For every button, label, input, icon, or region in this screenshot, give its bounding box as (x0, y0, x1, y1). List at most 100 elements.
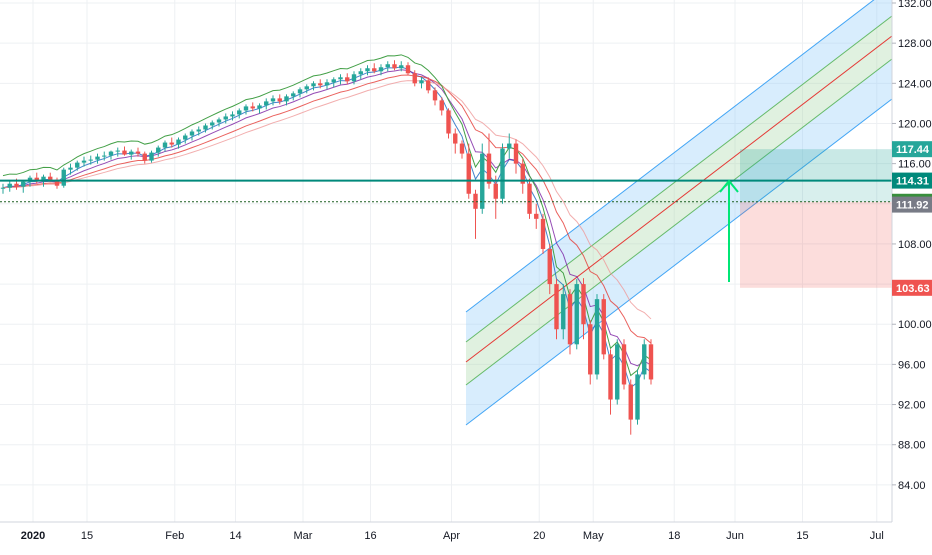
candle-72 (486, 133, 492, 189)
price-label: 117.44 (896, 144, 930, 156)
candle-body (567, 294, 573, 345)
candle-body (142, 153, 147, 161)
candle-14 (95, 153, 100, 164)
candle-26 (176, 137, 181, 149)
candle-body (196, 129, 201, 132)
candle-body (7, 183, 12, 188)
candle-24 (162, 140, 168, 152)
candle-body (324, 82, 330, 86)
candle-25 (169, 137, 174, 148)
candle-body (338, 77, 343, 80)
candle-body (277, 98, 282, 102)
price-tick-label: 84.00 (898, 480, 926, 492)
candle-body (540, 218, 546, 249)
candle-body (466, 153, 471, 194)
candle-body (358, 71, 363, 75)
candle-73 (493, 175, 498, 219)
candle-body (615, 344, 620, 400)
time-tick-label: Jul (870, 530, 884, 542)
candle-85 (574, 279, 579, 350)
price-tick-label: 120.00 (898, 118, 932, 130)
candle-51 (345, 73, 350, 85)
candle-body (176, 139, 181, 145)
pitchfork-band-outer-top (466, 0, 892, 342)
candle-body (162, 142, 168, 148)
candle-63 (426, 77, 431, 94)
candle-body (493, 183, 498, 199)
candle-body (365, 68, 370, 72)
candle-15 (102, 151, 107, 161)
candle-body (642, 344, 647, 375)
candle-body (115, 150, 120, 152)
candle-body (270, 98, 276, 102)
candle-16 (108, 150, 114, 160)
candle-body (574, 284, 579, 345)
candle-body (486, 153, 492, 184)
candle-86 (581, 278, 586, 340)
candle-34 (230, 111, 235, 121)
candle-body (547, 248, 552, 285)
candle-96 (648, 339, 654, 385)
risk-zone (740, 201, 892, 288)
candle-body (95, 156, 100, 160)
candle-1 (7, 180, 12, 192)
candle-5 (34, 172, 39, 184)
candle-body (385, 64, 390, 68)
candle-95 (642, 339, 647, 380)
price-tick-label: 96.00 (898, 359, 926, 371)
candle-body (405, 65, 411, 74)
candle-55 (372, 63, 377, 74)
candle-body (473, 193, 478, 209)
candle-body (122, 150, 127, 155)
price-tick-label: 124.00 (898, 78, 932, 90)
candle-48 (324, 79, 330, 90)
candle-body (284, 96, 289, 102)
candle-19 (129, 149, 134, 160)
candle-71 (480, 143, 485, 214)
candle-body (129, 151, 134, 155)
candle-body (588, 324, 593, 375)
candle-33 (223, 113, 228, 124)
candle-body (135, 151, 141, 154)
candle-58 (392, 60, 397, 71)
candle-49 (331, 77, 336, 88)
candle-body (216, 119, 222, 123)
candle-body (351, 74, 357, 82)
candle-91 (615, 339, 620, 405)
candle-54 (365, 65, 370, 76)
candle-body (223, 116, 228, 120)
candle-body (648, 344, 654, 380)
candle-body (250, 106, 255, 109)
candle-39 (264, 98, 269, 110)
candle-body (61, 169, 66, 186)
candle-30 (203, 123, 208, 133)
candle-body (412, 73, 417, 84)
pitchfork-line (465, 98, 893, 426)
candle-body (81, 160, 87, 163)
candle-82 (554, 279, 559, 340)
candle-88 (594, 294, 600, 380)
candle-37 (250, 102, 255, 112)
candle-body (237, 110, 242, 115)
candle-46 (311, 81, 316, 91)
candle-68 (459, 140, 465, 159)
price-tick-label: 100.00 (898, 319, 932, 331)
candle-32 (216, 117, 222, 127)
price-axis-bg (892, 0, 932, 522)
reward-zone-lower (740, 180, 892, 202)
time-tick-label: May (583, 530, 604, 542)
candle-60 (405, 62, 411, 76)
candle-body (554, 284, 559, 330)
candle-92 (621, 339, 627, 390)
candle-62 (419, 77, 424, 89)
candle-body (21, 181, 26, 187)
candle-65 (439, 97, 444, 116)
candle-body (601, 299, 606, 355)
candle-93 (628, 379, 633, 435)
candle-35 (237, 108, 242, 119)
candle-74 (500, 143, 505, 204)
pitchfork-band-outer-bottom (466, 58, 892, 426)
price-label: 114.31 (896, 176, 929, 188)
